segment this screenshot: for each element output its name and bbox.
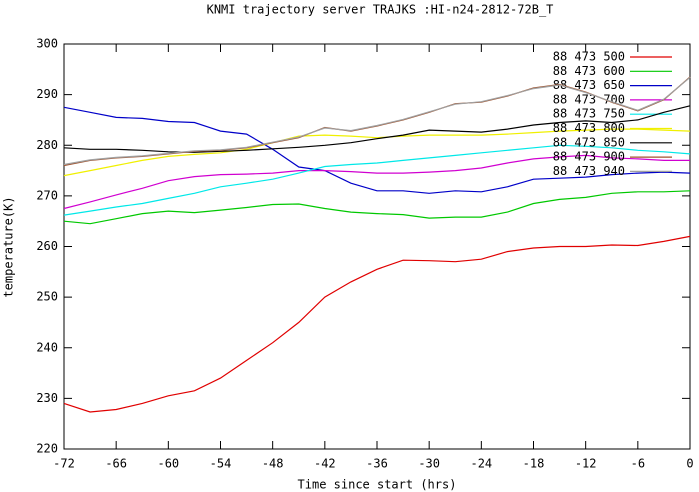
y-axis-label: temperature(K)	[2, 196, 16, 297]
y-tick-label: 240	[36, 340, 58, 354]
series-line	[63, 105, 691, 153]
y-tick-label: 260	[36, 239, 58, 253]
x-tick-label: -66	[105, 457, 127, 471]
series-line	[63, 235, 691, 413]
series-line	[63, 106, 691, 194]
series-line	[63, 190, 691, 225]
legend-label: 88 473 500	[553, 50, 625, 64]
legend-label: 88 473 800	[553, 121, 625, 135]
x-tick-label: -54	[210, 457, 232, 471]
x-tick-label: -6	[631, 457, 645, 471]
y-tick-label: 220	[36, 442, 58, 456]
x-tick-label: -30	[418, 457, 440, 471]
y-tick-label: 290	[36, 87, 58, 101]
legend-label: 88 473 940	[553, 164, 625, 178]
series-line	[63, 144, 691, 216]
x-tick-label: -18	[523, 457, 545, 471]
legend-label: 88 473 700	[553, 92, 625, 106]
x-tick-label: -48	[262, 457, 284, 471]
series-line	[63, 76, 691, 166]
legend-label: 88 473 850	[553, 135, 625, 149]
y-tick-label: 300	[36, 37, 58, 51]
legend-label: 88 473 600	[553, 64, 625, 78]
x-tick-label: -24	[470, 457, 492, 471]
x-axis-label: Time since start (hrs)	[298, 478, 457, 492]
y-tick-label: 250	[36, 290, 58, 304]
legend-label: 88 473 900	[553, 150, 625, 164]
legend-label: 88 473 750	[553, 107, 625, 121]
x-tick-label: -36	[366, 457, 388, 471]
series-line	[63, 128, 691, 177]
x-tick-label: -60	[157, 457, 179, 471]
y-tick-label: 280	[36, 138, 58, 152]
x-tick-label: -72	[53, 457, 75, 471]
y-tick-label: 270	[36, 188, 58, 202]
series-line	[63, 154, 690, 210]
x-tick-label: -42	[314, 457, 336, 471]
x-tick-label: -12	[575, 457, 597, 471]
chart-title: KNMI trajectory server TRAJKS :HI-n24-28…	[207, 3, 554, 17]
y-tick-label: 230	[36, 391, 58, 405]
x-tick-label: 0	[686, 457, 693, 471]
